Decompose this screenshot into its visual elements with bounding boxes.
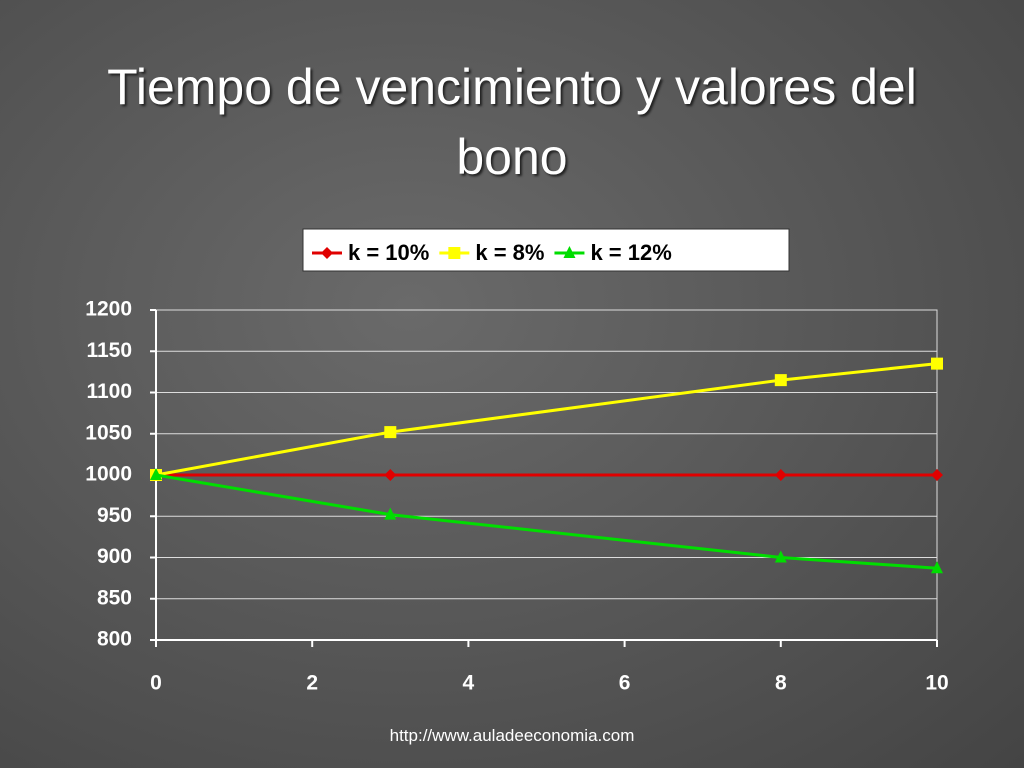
- data-point: [384, 507, 397, 520]
- y-tick-label: 800: [97, 628, 132, 651]
- x-tick-label: 2: [306, 672, 318, 695]
- legend-marker: [448, 247, 461, 259]
- data-point: [774, 469, 787, 481]
- data-point: [931, 561, 943, 574]
- x-tick-label: 8: [775, 672, 787, 695]
- y-tick-label: 1200: [85, 298, 132, 321]
- y-tick-label: 1150: [86, 339, 132, 362]
- data-point: [384, 469, 397, 481]
- legend: [302, 228, 790, 272]
- data-point: [774, 374, 787, 387]
- x-tick-label: 0: [150, 672, 162, 695]
- series-line: [155, 362, 938, 477]
- chart-title: Tiempo de vencimiento y valores del bono: [107, 59, 917, 185]
- y-tick-label: 850: [97, 586, 132, 609]
- y-tick-label: 950: [97, 504, 132, 527]
- legend-marker: [563, 246, 576, 258]
- legend-label: k = 8%: [475, 240, 544, 265]
- data-point: [931, 469, 943, 481]
- series-line: [155, 473, 938, 570]
- data-point: [150, 468, 162, 480]
- legend-label: k = 12%: [590, 240, 671, 265]
- y-tick-label: 1050: [85, 421, 132, 444]
- y-tick-label: 1000: [85, 463, 132, 486]
- data-point: [774, 550, 787, 563]
- y-tick-label: 900: [97, 545, 132, 568]
- x-tick-label: 4: [463, 672, 475, 695]
- source-url: http://www.auladeeconomia.com: [389, 726, 635, 745]
- x-tick-label: 10: [925, 672, 948, 695]
- legend-marker: [321, 247, 333, 259]
- x-tick-label: 6: [619, 672, 631, 695]
- data-point: [931, 357, 943, 370]
- y-tick-label: 1100: [86, 380, 132, 403]
- data-point: [384, 426, 397, 439]
- legend-label: k = 10%: [348, 240, 429, 265]
